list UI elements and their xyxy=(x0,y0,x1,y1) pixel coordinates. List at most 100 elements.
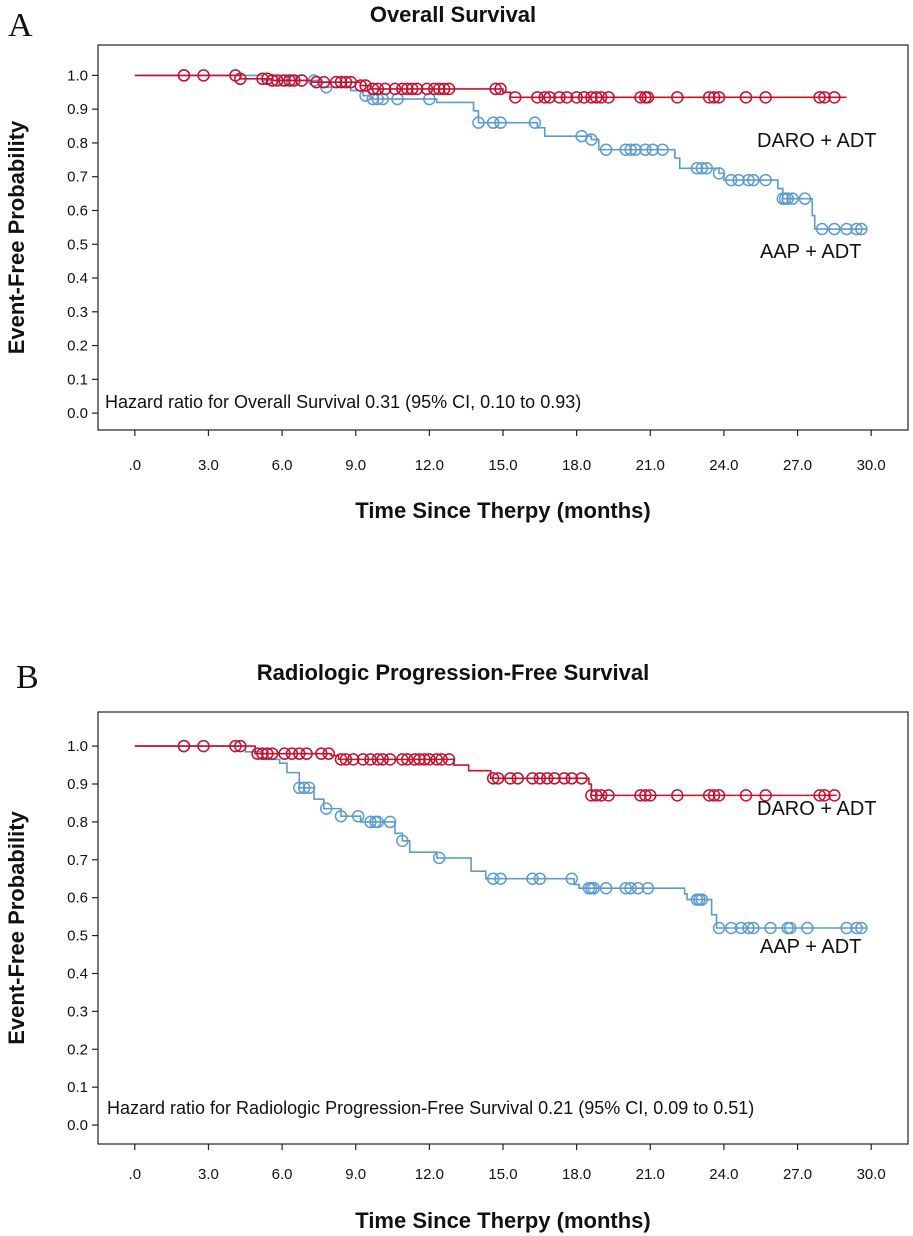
censor-mark xyxy=(378,82,392,96)
censor-mark xyxy=(359,79,372,92)
x-tick-label: 24.0 xyxy=(709,457,738,474)
censor-mark xyxy=(560,91,574,104)
censor-mark xyxy=(285,747,299,760)
censor-mark xyxy=(383,815,397,829)
censor-mark xyxy=(702,91,716,104)
censor-mark xyxy=(388,82,402,96)
censor-mark xyxy=(432,82,446,96)
hazard-ratio-annotation: Hazard ratio for Overall Survival 0.31 (… xyxy=(105,392,581,412)
censor-mark xyxy=(707,789,721,802)
censor-mark xyxy=(509,91,522,104)
y-tick-label: 0.7 xyxy=(67,169,88,186)
censor-mark xyxy=(712,167,726,180)
censor-mark xyxy=(288,74,301,87)
series-aap-adt xyxy=(134,739,868,935)
censor-mark xyxy=(339,753,353,766)
censor-mark xyxy=(702,789,716,802)
censor-mark xyxy=(634,789,647,802)
x-tick-label: 24.0 xyxy=(709,1166,738,1183)
y-tick-label: 1.0 xyxy=(67,738,88,755)
censor-mark xyxy=(371,815,385,829)
censor-mark xyxy=(587,881,601,895)
censor-mark xyxy=(533,872,547,885)
censor-mark xyxy=(602,789,615,802)
censor-mark xyxy=(759,91,772,104)
series-label: AAP + ADT xyxy=(760,936,861,958)
censor-mark xyxy=(334,809,348,823)
censor-mark xyxy=(732,173,745,187)
censor-mark xyxy=(840,222,853,236)
censor-mark xyxy=(423,753,436,766)
series-label: DARO + ADT xyxy=(757,130,876,152)
censor-mark xyxy=(695,162,709,175)
censor-mark xyxy=(270,74,284,87)
x-tick-label: 9.0 xyxy=(345,1166,366,1183)
panel-a: A Overall Survival 0.0 0.1 0.2 0.3 0.4 0.5 0.6 0.… xyxy=(4,2,909,523)
censor-mark xyxy=(256,72,269,86)
y-tick-label: 0.8 xyxy=(67,814,88,831)
censor-mark xyxy=(489,82,502,96)
censor-mark xyxy=(494,82,507,96)
censor-mark xyxy=(590,789,603,802)
censor-mark xyxy=(339,75,353,89)
x-tick-label: 27.0 xyxy=(783,457,812,474)
censor-mark xyxy=(671,91,684,104)
y-tick-label: 0.5 xyxy=(67,928,88,945)
censor-mark xyxy=(486,772,500,785)
censor-mark xyxy=(624,881,637,895)
censor-mark xyxy=(553,91,566,104)
x-tick-label: 21.0 xyxy=(636,1166,665,1183)
y-tick-label: 0.4 xyxy=(67,270,88,287)
x-tick-label: 3.0 xyxy=(198,457,219,474)
censor-mark xyxy=(177,739,191,753)
censor-mark xyxy=(295,74,308,87)
survival-curve xyxy=(134,745,867,929)
censor-mark xyxy=(334,753,348,766)
censor-mark xyxy=(371,92,385,106)
censor-mark xyxy=(401,753,414,766)
censor-mark xyxy=(266,74,279,87)
y-tick-label: 0.1 xyxy=(67,1079,88,1096)
censor-mark xyxy=(293,781,306,795)
x-tick-label: 30.0 xyxy=(857,457,886,474)
x-tick-label: 12.0 xyxy=(415,1166,444,1183)
censor-mark xyxy=(293,747,306,760)
chart-title: Overall Survival xyxy=(370,2,536,27)
survival-curve xyxy=(134,745,837,797)
censor-mark xyxy=(747,921,760,935)
x-tick-label: 12.0 xyxy=(415,457,444,474)
x-tick-label: .0 xyxy=(129,1166,142,1183)
censor-mark xyxy=(747,173,760,187)
censor-mark xyxy=(707,91,721,104)
censor-mark xyxy=(494,872,507,885)
censor-mark xyxy=(548,772,561,785)
x-tick-label: 18.0 xyxy=(562,457,591,474)
censor-mark xyxy=(565,772,578,785)
y-axis-label: Event-Free Probability xyxy=(4,810,29,1044)
censor-mark xyxy=(850,921,863,935)
series-daro-adt xyxy=(134,69,847,104)
censor-mark xyxy=(347,753,360,766)
censor-mark xyxy=(435,753,448,766)
censor-mark xyxy=(656,143,669,156)
censor-mark xyxy=(442,82,456,96)
censor-mark xyxy=(486,872,500,885)
censor-mark xyxy=(739,91,753,104)
censor-mark xyxy=(828,222,841,236)
censor-mark xyxy=(577,91,591,104)
censor-mark xyxy=(712,921,726,935)
censor-mark xyxy=(739,789,753,802)
chart-title: Radiologic Progression-Free Survival xyxy=(257,660,649,685)
censor-mark xyxy=(759,173,772,187)
panel-letter: A xyxy=(8,7,33,44)
x-tick-label: 3.0 xyxy=(198,1166,219,1183)
censor-mark xyxy=(712,789,726,802)
censor-mark xyxy=(815,222,829,236)
censor-mark xyxy=(671,789,684,802)
censor-mark xyxy=(278,74,291,87)
series-label: AAP + ADT xyxy=(760,241,861,263)
censor-mark xyxy=(855,222,868,236)
censor-mark xyxy=(786,192,799,205)
censor-mark xyxy=(364,753,377,766)
